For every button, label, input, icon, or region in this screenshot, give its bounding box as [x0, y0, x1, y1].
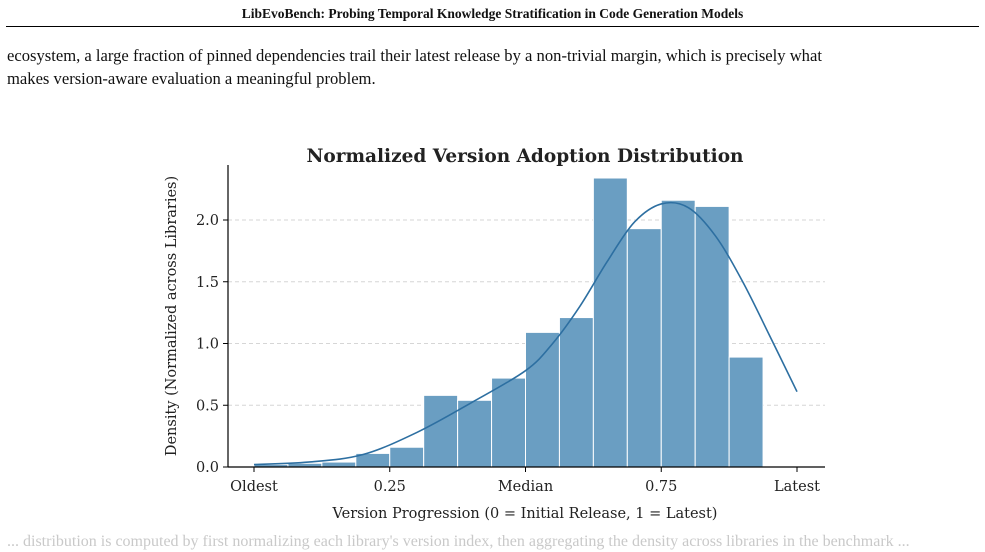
faded-text-line: ... distribution is computed by first no…: [7, 534, 910, 550]
y-tick-label: 2.0: [196, 213, 219, 229]
y-tick-label: 1.0: [196, 337, 219, 353]
histogram-bar: [321, 461, 357, 468]
y-tick-label: 1.5: [196, 275, 219, 291]
histogram-bar: [525, 331, 560, 468]
histogram-bar: [660, 199, 696, 468]
body-line-1: ecosystem, a large fraction of pinned de…: [7, 46, 822, 65]
kde-curve: [253, 201, 798, 466]
x-tick-label: Median: [498, 479, 553, 495]
x-tick-label: 0.25: [374, 479, 406, 495]
y-tick-label: 0.0: [196, 460, 219, 476]
x-tick-label: 0.75: [645, 479, 677, 495]
x-tick-label: Latest: [774, 479, 820, 495]
x-tick-label: Oldest: [230, 479, 278, 495]
header-rule: [6, 26, 979, 27]
body-paragraph: ecosystem, a large fraction of pinned de…: [7, 44, 979, 90]
histogram-bar: [389, 446, 425, 468]
running-header: LibEvoBench: Probing Temporal Knowledge …: [241, 6, 744, 21]
histogram-bar: [694, 205, 730, 468]
y-axis-label: Density (Normalized across Libraries): [164, 176, 180, 456]
body-line-2: makes version-aware evaluation a meaning…: [7, 69, 376, 88]
y-tick-label: 0.5: [196, 398, 219, 414]
histogram-bar: [728, 356, 764, 468]
histogram-bar: [457, 399, 493, 468]
histogram-bar: [558, 317, 594, 468]
histogram-bar: [592, 177, 628, 468]
chart-title: Normalized Version Adoption Distribution: [306, 146, 744, 167]
x-axis-label: Version Progression (0 = Initial Release…: [332, 506, 718, 522]
histogram-bar: [626, 228, 662, 468]
histogram-bar: [423, 394, 459, 468]
histogram-bar: [491, 377, 526, 468]
